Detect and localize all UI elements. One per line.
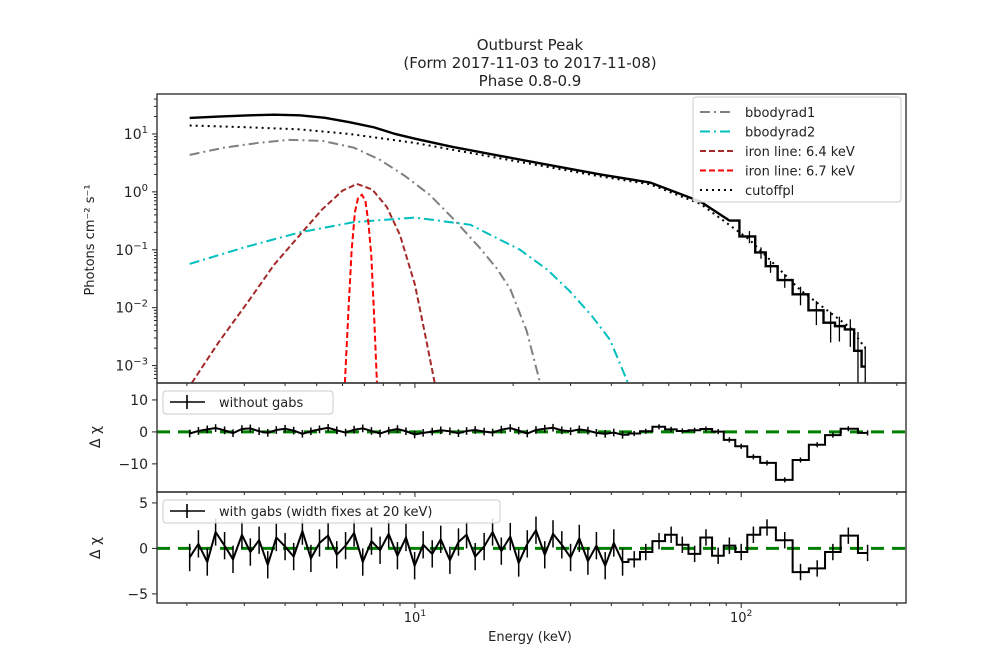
plot-area: 10110010−110−210−3bbodyrad1bbodyrad2iron… — [115, 93, 907, 626]
legend-frame — [162, 390, 334, 415]
panel-residuals-without-gabs: 10 0 −10 without gabs — [118, 382, 907, 497]
legend: with gabs (width fixes at 20 keV) — [162, 499, 501, 524]
panel-residuals-with-gabs: 5 0 −5 with gabs (width fixes at 20 keV) — [127, 491, 907, 608]
y-tick-label: 10−3 — [115, 357, 148, 375]
legend-label: without gabs — [219, 396, 303, 411]
legend-label: iron line: 6.7 keV — [745, 165, 855, 180]
y-tick-label: 10−1 — [115, 241, 148, 259]
model-line-cutoffpl — [189, 124, 867, 349]
y-tick-label: 10 — [130, 393, 148, 409]
residual-line — [189, 425, 868, 481]
legend-label: with gabs (width fixes at 20 keV) — [219, 505, 432, 520]
chart-title: Outburst Peak (Form 2017-11-03 to 2017-1… — [403, 36, 656, 90]
y-tick-label: −5 — [127, 587, 148, 603]
legend-frame — [162, 499, 501, 524]
panel-content — [157, 516, 906, 581]
legend-label: cutoffpl — [745, 184, 794, 199]
x-tick-label: 101 — [404, 609, 426, 626]
model-line-bbodyrad1 — [189, 138, 542, 383]
legend: without gabs — [162, 390, 334, 415]
title-line-2: (Form 2017-11-03 to 2017-11-08) — [403, 54, 656, 72]
legend-frame — [692, 96, 902, 203]
axes-frame — [156, 491, 907, 604]
y-tick-label: 100 — [124, 183, 148, 201]
title-line-1: Outburst Peak — [477, 36, 584, 54]
panel-spectrum: 101 100 10−1 10−2 10−3 bbodyrad1 bbodyrad2 iron… — [115, 93, 907, 388]
y-tick-label: −10 — [118, 457, 148, 473]
y-axis-label-spectrum: Photons cm⁻² s⁻¹ — [83, 184, 98, 295]
data-spectrum — [189, 113, 866, 368]
y-tick-label: 0 — [139, 425, 148, 441]
y-tick-label: 10−2 — [115, 299, 148, 317]
model-line-bbodyrad2 — [189, 216, 629, 383]
y-axis-label-residual-1: Δ χ — [88, 426, 104, 448]
model-line-iron-line-6-7-kev — [343, 193, 378, 383]
panel-content — [157, 423, 906, 483]
y-axis-label-residual-2: Δ χ — [88, 537, 104, 559]
legend-label: bbodyrad1 — [745, 106, 815, 121]
title-line-3: Phase 0.8-0.9 — [479, 72, 582, 90]
legend: bbodyrad1 bbodyrad2 iron line: 6.4 keV iron… — [692, 96, 902, 203]
x-axis-label: Energy (keV) — [488, 630, 572, 645]
y-tick-label: 5 — [139, 496, 148, 512]
residual-line — [188, 526, 868, 574]
model-line-iron-line-6-4-kev — [190, 182, 436, 383]
legend-label: iron line: 6.4 keV — [745, 145, 855, 160]
panel-content — [189, 113, 867, 383]
y-tick-label: 101 — [124, 125, 148, 143]
y-tick-label: 0 — [139, 541, 148, 557]
legend-label: bbodyrad2 — [745, 126, 815, 141]
x-tick-label: 102 — [730, 609, 752, 626]
